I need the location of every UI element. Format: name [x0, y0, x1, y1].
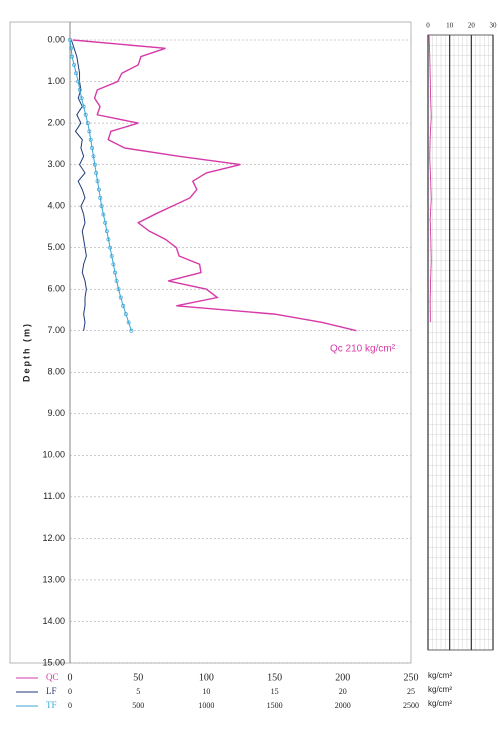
y-tick-label: 11.00 [43, 491, 65, 501]
series-marker [126, 320, 131, 325]
x-tick-label: 5 [136, 687, 140, 696]
series-marker [103, 220, 108, 225]
y-tick-label: 14.00 [42, 616, 65, 626]
series-marker [114, 278, 119, 283]
x-tick-label: 150 [267, 672, 282, 683]
unit-label: kg/cm² [428, 699, 452, 708]
y-tick-label: 13.00 [42, 574, 65, 584]
series-marker [88, 137, 93, 142]
x-tick-label: 500 [132, 701, 144, 710]
series-marker [95, 179, 100, 184]
legend-label: QC [46, 672, 59, 682]
x-tick-label: 100 [199, 672, 214, 683]
annotation: Qc 210 kg/cm² [330, 343, 396, 354]
series-marker [123, 312, 128, 317]
legend-label: TF [46, 700, 57, 710]
y-tick-label: 4.00 [47, 201, 65, 211]
x-tick-label: 10 [446, 22, 454, 30]
series-marker [116, 287, 121, 292]
x-tick-label: 15 [271, 687, 279, 696]
series-marker [101, 212, 106, 217]
y-tick-label: 2.00 [47, 117, 65, 127]
x-tick-label: 0 [68, 687, 72, 696]
series-marker [76, 79, 81, 84]
series-marker [129, 328, 134, 333]
unit-label: kg/cm² [428, 685, 452, 694]
series-marker [68, 38, 72, 42]
x-tick-label: 0 [68, 672, 73, 683]
series-marker [92, 162, 97, 167]
y-axis-label: Depth (m) [21, 322, 31, 382]
y-tick-label: 10.00 [42, 450, 65, 460]
y-tick-label: 8.00 [47, 367, 65, 377]
series-marker [70, 54, 74, 59]
x-tick-label: 200 [335, 672, 350, 683]
series-marker [118, 295, 123, 300]
x-tick-label: 250 [404, 672, 419, 683]
series-marker [96, 187, 101, 192]
y-tick-label: 15.00 [42, 657, 65, 667]
x-tick-label: 1500 [267, 701, 283, 710]
y-tick-label: 7.00 [47, 325, 65, 335]
x-tick-label: 50 [133, 672, 143, 683]
series-line [72, 39, 357, 332]
series-marker [79, 96, 84, 101]
series-marker [74, 71, 79, 76]
x-tick-label: 20 [468, 22, 476, 30]
y-tick-label: 3.00 [47, 159, 65, 169]
series-marker [69, 46, 74, 51]
x-tick-label: 0 [68, 701, 72, 710]
x-tick-label: 30 [490, 22, 498, 30]
series-marker [81, 104, 86, 109]
x-tick-label: 10 [202, 687, 210, 696]
series-marker [98, 195, 103, 200]
series-marker [99, 204, 104, 209]
x-tick-label: 0 [426, 22, 430, 30]
series-marker [113, 270, 117, 275]
series-marker [90, 146, 95, 150]
series-marker [77, 87, 82, 92]
unit-label: kg/cm² [428, 671, 452, 680]
x-tick-label: 20 [339, 687, 347, 696]
series-marker [94, 170, 99, 175]
series-marker [121, 303, 126, 308]
x-tick-label: 1000 [198, 701, 214, 710]
x-tick-label: 2000 [335, 701, 351, 710]
series-marker [109, 254, 114, 258]
series-marker [104, 229, 109, 234]
series-marker [91, 154, 96, 159]
series-marker [83, 112, 88, 117]
y-tick-label: 12.00 [42, 533, 65, 543]
x-tick-label: 25 [407, 687, 415, 696]
y-tick-label: 0.00 [47, 34, 65, 44]
series-marker [106, 237, 111, 242]
series-line [428, 34, 432, 323]
y-tick-label: 5.00 [47, 242, 65, 252]
legend-label: LF [46, 686, 57, 696]
x-tick-label: 2500 [403, 701, 419, 710]
y-tick-label: 6.00 [47, 284, 65, 294]
series-marker [111, 262, 116, 267]
y-tick-label: 9.00 [47, 408, 65, 418]
series-marker [87, 129, 92, 134]
series-marker [85, 121, 90, 126]
series-marker [108, 245, 113, 250]
y-tick-label: 1.00 [47, 76, 65, 86]
series-marker [72, 62, 77, 67]
